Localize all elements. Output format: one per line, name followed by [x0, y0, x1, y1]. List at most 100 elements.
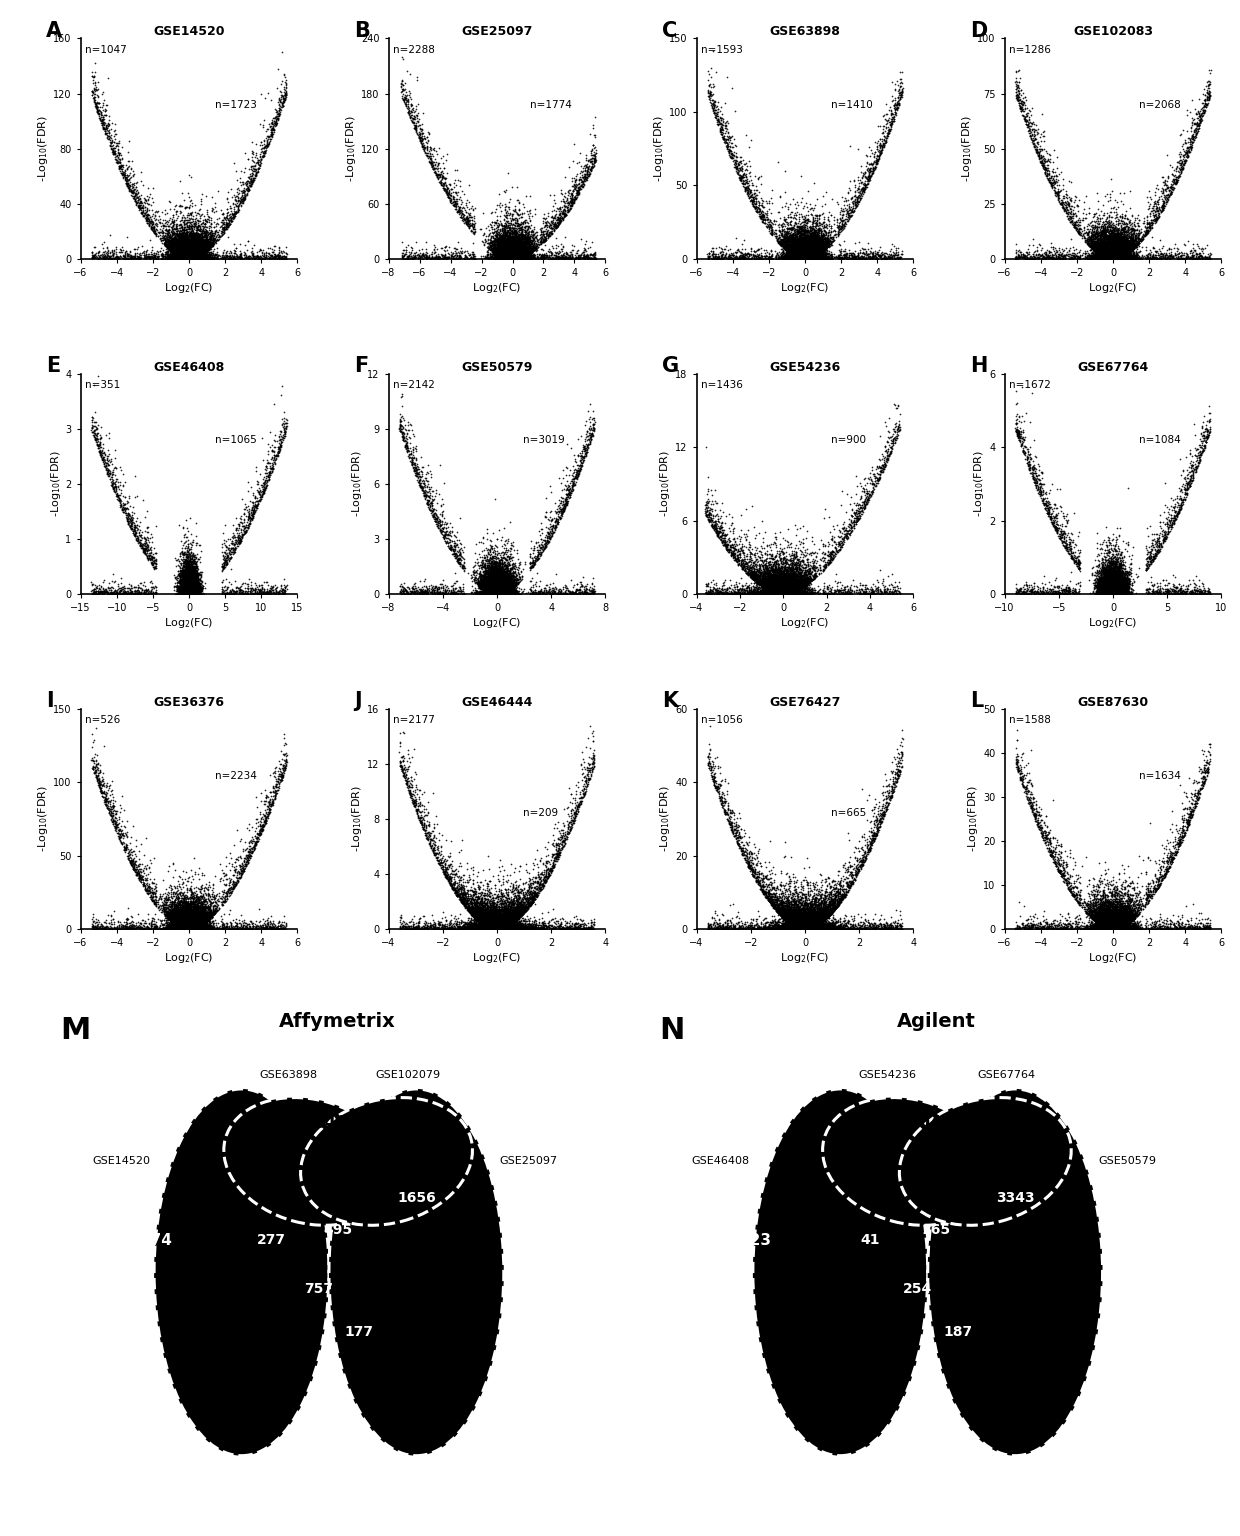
- Point: [1106, 581, 1126, 605]
- Point: [484, 578, 503, 602]
- Point: [769, 895, 789, 920]
- Point: [180, 578, 200, 602]
- Point: [1105, 246, 1125, 270]
- Point: [1107, 581, 1127, 605]
- Point: [184, 578, 203, 602]
- Point: [491, 576, 511, 601]
- Point: [775, 576, 795, 601]
- Point: [177, 915, 197, 940]
- Point: [1104, 914, 1123, 938]
- Point: [874, 240, 894, 264]
- Point: [176, 243, 196, 267]
- Point: [491, 892, 511, 917]
- Point: [1118, 235, 1138, 260]
- Point: [1102, 243, 1122, 267]
- Point: [1145, 545, 1164, 570]
- Point: [1100, 905, 1120, 929]
- Point: [174, 581, 193, 605]
- Point: [496, 241, 516, 266]
- Point: [796, 235, 816, 260]
- Point: [491, 915, 511, 940]
- Point: [782, 571, 802, 596]
- Point: [170, 911, 190, 935]
- Point: [470, 915, 490, 940]
- Point: [775, 578, 795, 602]
- Point: [1011, 91, 1030, 115]
- Point: [503, 906, 523, 931]
- Point: [1102, 579, 1122, 604]
- Point: [805, 564, 825, 588]
- Point: [789, 240, 808, 264]
- Point: [715, 114, 735, 138]
- Point: [1097, 243, 1117, 267]
- Point: [177, 246, 197, 270]
- Point: [197, 243, 217, 267]
- Point: [185, 581, 205, 605]
- Point: [184, 565, 203, 590]
- Point: [799, 230, 818, 255]
- Point: [786, 243, 806, 267]
- Point: [800, 235, 820, 260]
- Point: [486, 579, 506, 604]
- Point: [177, 554, 197, 579]
- Point: [760, 574, 780, 599]
- Point: [820, 914, 839, 938]
- Point: [181, 246, 201, 270]
- Point: [842, 504, 862, 528]
- Point: [498, 246, 518, 270]
- Point: [1177, 458, 1197, 482]
- Point: [1118, 911, 1138, 935]
- Point: [807, 911, 827, 935]
- Point: [443, 528, 463, 553]
- Point: [186, 232, 206, 257]
- Point: [760, 917, 780, 942]
- Point: [510, 244, 529, 269]
- Point: [804, 237, 823, 261]
- Point: [806, 240, 826, 264]
- Point: [1118, 874, 1138, 899]
- Point: [791, 244, 811, 269]
- Point: [780, 902, 800, 926]
- Point: [1183, 794, 1203, 819]
- Point: [1101, 581, 1121, 605]
- Point: [805, 895, 825, 920]
- Point: [1183, 465, 1203, 490]
- Point: [92, 232, 112, 257]
- Point: [816, 230, 836, 255]
- Point: [479, 903, 498, 928]
- Point: [1096, 581, 1116, 605]
- Point: [1097, 578, 1117, 602]
- Point: [768, 578, 787, 602]
- Point: [1097, 582, 1117, 607]
- Point: [180, 578, 200, 602]
- Point: [508, 582, 528, 607]
- Point: [99, 790, 119, 814]
- Point: [490, 917, 510, 942]
- Point: [780, 576, 800, 601]
- Point: [479, 581, 498, 605]
- Point: [1059, 902, 1079, 926]
- Point: [1100, 564, 1120, 588]
- Point: [1104, 574, 1123, 599]
- Point: [808, 903, 828, 928]
- Point: [1102, 246, 1122, 270]
- Point: [477, 914, 497, 938]
- Point: [498, 576, 518, 601]
- Point: [172, 914, 192, 938]
- Point: [1095, 223, 1115, 247]
- Point: [162, 229, 182, 253]
- Point: [1095, 581, 1115, 605]
- Point: [513, 892, 533, 917]
- Point: [265, 915, 285, 940]
- Point: [503, 581, 523, 605]
- Point: [1087, 578, 1107, 602]
- Point: [112, 498, 131, 522]
- Point: [503, 221, 523, 246]
- Point: [182, 573, 202, 598]
- Point: [875, 453, 895, 478]
- Point: [799, 914, 818, 938]
- Point: [1021, 118, 1040, 143]
- Point: [1107, 244, 1127, 269]
- Point: [237, 178, 257, 203]
- Point: [193, 914, 213, 938]
